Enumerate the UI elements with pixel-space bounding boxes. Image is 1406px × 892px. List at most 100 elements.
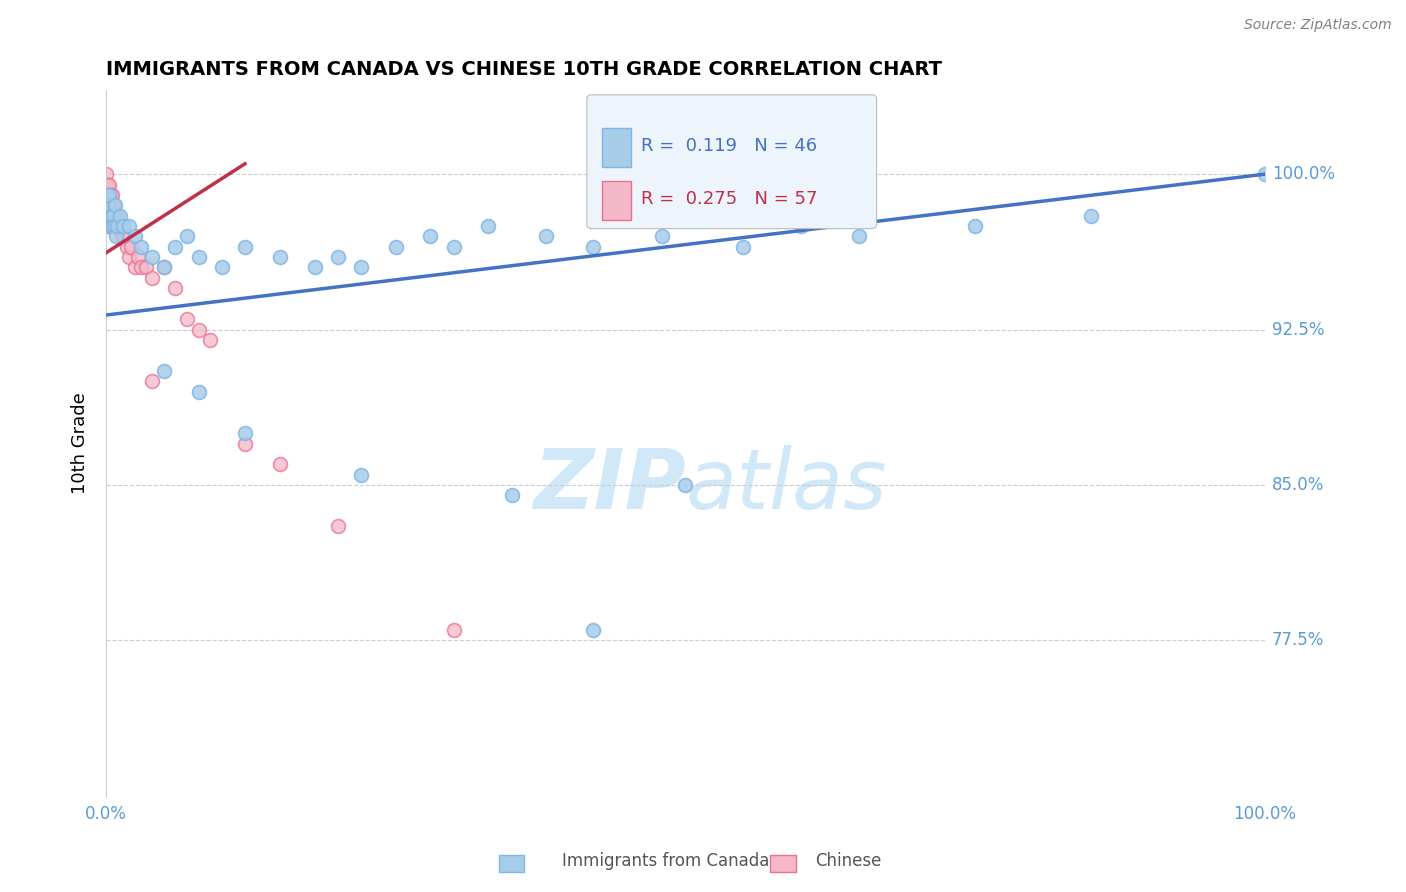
Point	[124, 229, 146, 244]
Point	[98, 187, 121, 202]
Point	[108, 209, 131, 223]
Point	[96, 187, 118, 202]
Point	[419, 229, 441, 244]
Point	[124, 260, 146, 275]
Point	[100, 187, 122, 202]
Point	[97, 178, 120, 192]
Point	[135, 260, 157, 275]
Point	[100, 198, 122, 212]
Point	[384, 240, 406, 254]
Point	[477, 219, 499, 233]
Point	[103, 219, 125, 233]
Point	[96, 187, 118, 202]
Text: 85.0%: 85.0%	[1272, 476, 1324, 494]
Point	[233, 240, 256, 254]
Point	[96, 178, 118, 192]
Point	[96, 219, 118, 233]
FancyBboxPatch shape	[602, 128, 631, 167]
Point	[100, 187, 122, 202]
Point	[176, 229, 198, 244]
Point	[673, 478, 696, 492]
Point	[790, 219, 813, 233]
Bar	[499, 855, 524, 872]
Point	[104, 209, 127, 223]
Point	[118, 219, 141, 233]
Point	[129, 240, 152, 254]
Point	[107, 219, 129, 233]
FancyBboxPatch shape	[602, 181, 631, 219]
Point	[211, 260, 233, 275]
Point	[104, 219, 127, 233]
Point	[120, 240, 142, 254]
Point	[94, 167, 117, 181]
Point	[108, 219, 131, 233]
Point	[141, 250, 163, 264]
Point	[129, 260, 152, 275]
Point	[536, 229, 558, 244]
Point	[187, 250, 209, 264]
Point	[269, 250, 291, 264]
Text: R =  0.275   N = 57: R = 0.275 N = 57	[641, 190, 818, 208]
Point	[443, 623, 465, 637]
Point	[187, 384, 209, 399]
Point	[100, 198, 122, 212]
Point	[103, 209, 125, 223]
Text: Source: ZipAtlas.com: Source: ZipAtlas.com	[1244, 18, 1392, 32]
Point	[112, 219, 135, 233]
Text: 77.5%: 77.5%	[1272, 632, 1324, 649]
Point	[1254, 167, 1277, 181]
Point	[269, 457, 291, 471]
Point	[101, 198, 124, 212]
Point	[98, 198, 121, 212]
Point	[105, 229, 128, 244]
Point	[104, 198, 127, 212]
Point	[94, 178, 117, 192]
Text: R =  0.119   N = 46: R = 0.119 N = 46	[641, 137, 817, 155]
Y-axis label: 10th Grade: 10th Grade	[72, 392, 89, 494]
Point	[153, 260, 176, 275]
Point	[100, 209, 122, 223]
Text: Immigrants from Canada: Immigrants from Canada	[562, 852, 769, 870]
Point	[100, 219, 122, 233]
Point	[176, 312, 198, 326]
Point	[98, 219, 121, 233]
Point	[501, 488, 523, 502]
Point	[141, 375, 163, 389]
Point	[107, 219, 129, 233]
Point	[965, 219, 987, 233]
Point	[103, 198, 125, 212]
Point	[118, 250, 141, 264]
Point	[200, 333, 222, 347]
Point	[304, 260, 326, 275]
Point	[443, 240, 465, 254]
Point	[97, 187, 120, 202]
Point	[733, 240, 755, 254]
FancyBboxPatch shape	[586, 95, 876, 228]
Point	[101, 209, 124, 223]
Point	[97, 198, 120, 212]
Point	[187, 322, 209, 336]
Point	[165, 281, 187, 295]
Point	[96, 209, 118, 223]
Point	[326, 250, 349, 264]
Text: atlas: atlas	[685, 445, 887, 526]
Text: IMMIGRANTS FROM CANADA VS CHINESE 10TH GRADE CORRELATION CHART: IMMIGRANTS FROM CANADA VS CHINESE 10TH G…	[105, 60, 942, 78]
Point	[111, 229, 134, 244]
Point	[94, 209, 117, 223]
Point	[233, 436, 256, 450]
Point	[101, 209, 124, 223]
Text: Chinese: Chinese	[815, 852, 882, 870]
Point	[98, 187, 121, 202]
Point	[97, 209, 120, 223]
Bar	[770, 855, 796, 872]
Point	[233, 426, 256, 441]
Text: ZIP: ZIP	[533, 445, 685, 526]
Point	[582, 240, 605, 254]
Text: 92.5%: 92.5%	[1272, 320, 1324, 339]
Point	[651, 229, 673, 244]
Point	[1080, 209, 1102, 223]
Point	[350, 467, 373, 482]
Point	[98, 209, 121, 223]
Point	[96, 198, 118, 212]
Point	[107, 209, 129, 223]
